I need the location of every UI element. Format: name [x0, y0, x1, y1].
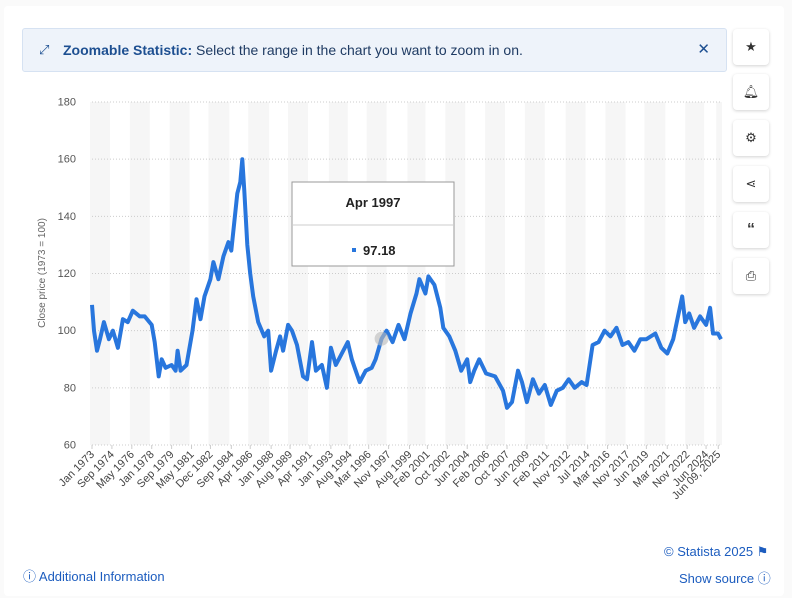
banner-text: Select the range in the chart you want t… — [196, 42, 523, 58]
show-source[interactable]: Show source ⓘ — [679, 571, 771, 586]
y-tick-label: 60 — [64, 440, 76, 452]
copyright-text: © Statista 2025 — [664, 544, 754, 559]
favorite-button[interactable]: ★ — [733, 29, 769, 65]
hover-point — [374, 331, 389, 346]
band — [524, 102, 545, 445]
settings-button[interactable]: ⚙ — [733, 120, 769, 156]
banner-title: Zoomable Statistic: — [63, 42, 193, 58]
additional-info[interactable]: ⓘ Additional Information — [23, 569, 165, 584]
cite-button[interactable]: “ — [733, 212, 769, 248]
tooltip-swatch — [352, 248, 356, 252]
y-tick-label: 80 — [64, 382, 76, 394]
print-button[interactable]: ⎙ — [733, 258, 769, 294]
band — [248, 102, 270, 445]
tooltip: Apr 1997 97.18 — [291, 181, 455, 267]
y-tick-label: 180 — [58, 97, 76, 109]
copyright[interactable]: © Statista 2025 ⚑ — [664, 544, 769, 559]
tooltip-box — [291, 181, 455, 267]
band — [90, 102, 110, 445]
band — [288, 102, 308, 445]
y-tick-label: 140 — [58, 211, 76, 223]
line-series — [90, 157, 723, 410]
y-tick-label: 160 — [58, 154, 76, 166]
band — [485, 102, 506, 445]
additional-info-text: Additional Information — [38, 569, 165, 584]
share-button[interactable]: ⋖ — [733, 166, 769, 202]
alert-button[interactable]: 🔔︎ — [733, 74, 769, 110]
y-axis-label: Close price (1973 = 100) — [37, 218, 48, 328]
y-tick-label: 120 — [58, 268, 76, 280]
y-tick-label: 100 — [58, 325, 76, 337]
band — [605, 102, 626, 445]
tooltip-value: 97.18 — [363, 243, 396, 258]
background-bands — [90, 102, 722, 445]
band — [644, 102, 666, 445]
zoom-banner: ⤢ Zoomable Statistic: Select the range i… — [22, 28, 727, 72]
tooltip-title: Apr 1997 — [346, 195, 401, 210]
band — [129, 102, 150, 445]
show-source-text: Show source — [679, 571, 755, 586]
close-button[interactable]: ✕ — [697, 41, 710, 58]
zoom-icon: ⤢ — [39, 42, 50, 57]
band — [685, 102, 705, 445]
